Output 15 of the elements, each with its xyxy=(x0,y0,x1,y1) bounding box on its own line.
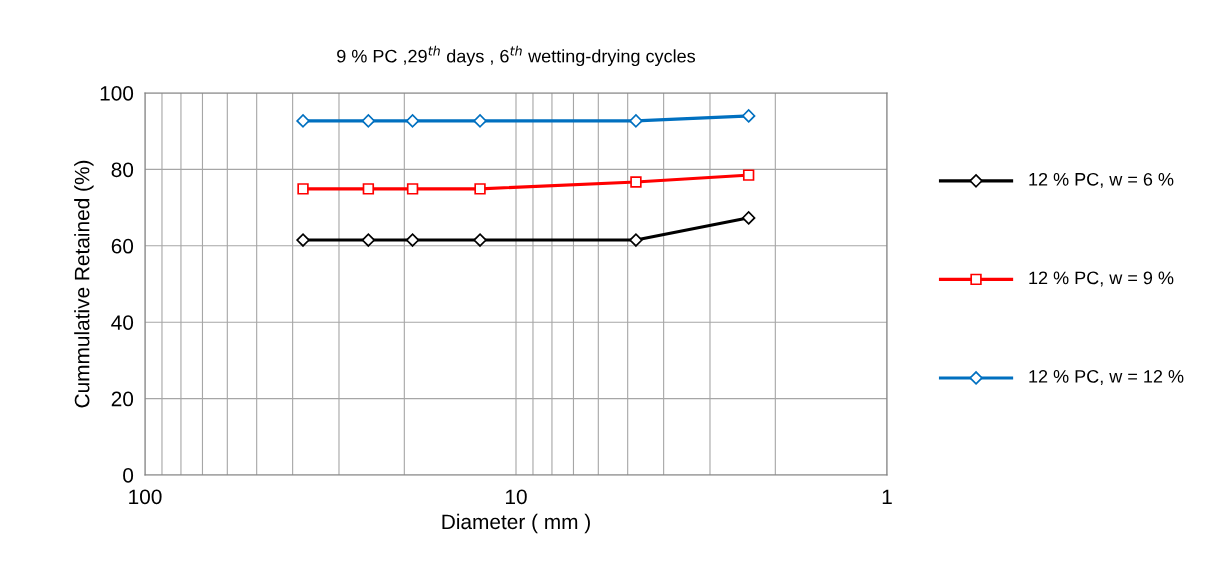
x-tick-label: 100 xyxy=(129,489,162,505)
y-tick-label: 80 xyxy=(111,162,134,178)
x-tick-label: 1 xyxy=(882,489,892,504)
y-axis-title: Cummulative Retained (%) xyxy=(74,160,94,408)
legend-label: 12 % PC, w = 9 % xyxy=(1029,271,1174,287)
y-tick-label: 40 xyxy=(111,315,134,330)
y-tick-label: 20 xyxy=(111,391,134,407)
y-tick-label: 0 xyxy=(123,468,134,483)
y-tick-label: 60 xyxy=(111,238,134,254)
legend-label: 12 % PC, w = 6 % xyxy=(1029,172,1174,188)
x-tick-label: 10 xyxy=(506,489,527,505)
x-axis-title: Diameter ( mm ) xyxy=(442,513,590,534)
legend-label: 12 % PC, w = 12 % xyxy=(1029,369,1184,385)
y-tick-label: 100 xyxy=(100,86,134,101)
chart-title: 9 % PC ,29$^{th}$ days , 6$^{th}$ wetting-drying cycles xyxy=(337,45,696,67)
